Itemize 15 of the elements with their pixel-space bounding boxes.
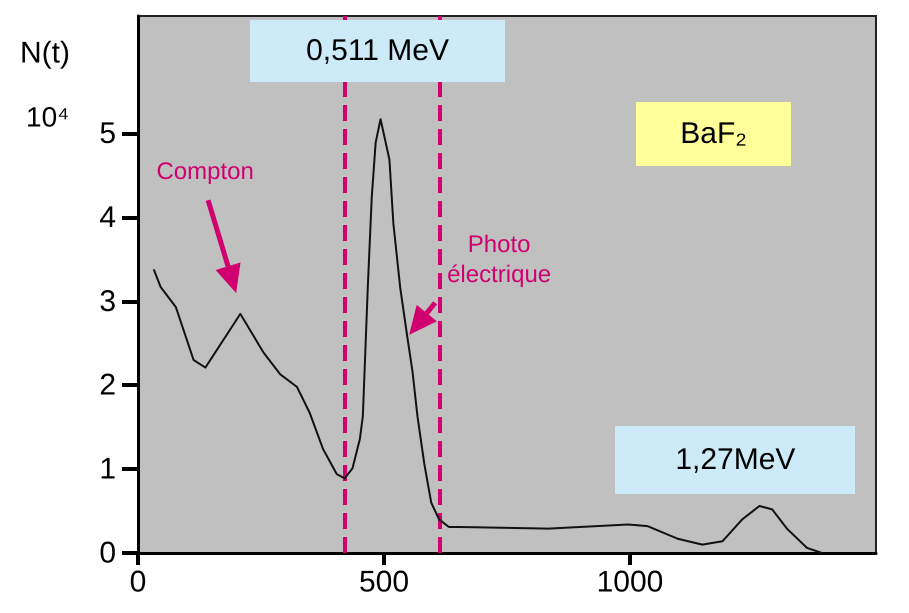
y-tick-label: 0 <box>99 536 116 570</box>
y-tick-label: 4 <box>99 200 116 234</box>
annotation: 1,27MeV <box>675 443 796 477</box>
annotation: 0,511 MeV <box>306 34 449 68</box>
annotation: BaF₂ <box>680 117 747 152</box>
annotation: Compton <box>156 156 254 187</box>
x-tick-label: 500 <box>358 566 410 598</box>
x-tick-label: 0 <box>130 566 146 598</box>
y-tick-label: 1 <box>99 452 116 486</box>
y-tick-label: 2 <box>99 368 116 402</box>
y-tick-label: 3 <box>99 284 116 318</box>
annotation: Photo électrique <box>447 230 552 290</box>
y-axis-title: N(t) 10⁴ <box>20 36 70 132</box>
y-tick-label: 5 <box>99 116 116 150</box>
x-tick-label: 1000 <box>596 566 664 598</box>
